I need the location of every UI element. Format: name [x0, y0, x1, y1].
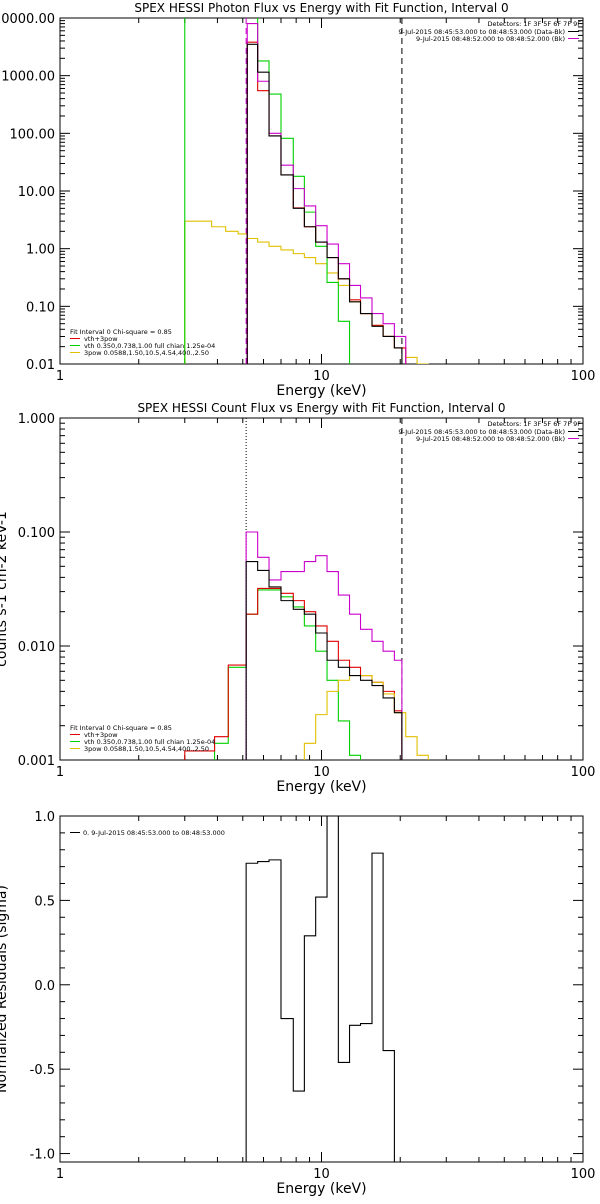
- x-tick-label: 1: [56, 1167, 64, 1182]
- plot-3: 1 10 100 Energy (keV) -1.0 -0.5 0.0 0.5 1.0 Norma…: [0, 810, 595, 1197]
- x-axis-label: Energy (keV): [276, 779, 366, 795]
- y-tick-label: -0.5: [30, 1063, 55, 1078]
- series-powerlaw: [184, 220, 429, 364]
- y-tick-label: 0.01: [26, 358, 55, 373]
- series-total: [245, 531, 403, 760]
- y-tick-label: 1.00: [26, 243, 55, 258]
- legend-right-text: 9-Jul-2015 08:45:53.000 to 08:48:53.000 …: [398, 28, 565, 36]
- legend-left-text: vth 0.350,0.738,1.00 full chian 1.25e-04: [84, 342, 215, 350]
- legend-left-text: 3pow 0.0588,1.50,10.5,4.54,400.,2.50: [84, 745, 209, 753]
- series-residuals: [245, 816, 403, 1162]
- legend-left-text: vth 0.350,0.738,1.00 full chian 1.25e-04: [84, 738, 215, 746]
- legend-left-text: vth+3pow: [84, 731, 118, 739]
- legend-left-text: Fit Interval 0 Chi-square = 0.85: [70, 724, 172, 732]
- legend-left-text: vth+3pow: [84, 335, 118, 343]
- y-tick-label: 0.100: [18, 526, 55, 541]
- legend-left-text: Fit Interval 0 Chi-square = 0.85: [70, 328, 172, 336]
- plot-title: SPEX HESSI Photon Flux vs Energy with Fi…: [134, 1, 508, 15]
- series-powerlaw: [303, 675, 429, 760]
- y-axis-label: counts s-1 cm-2 keV-1: [0, 511, 10, 667]
- y-tick-label: 10.00: [18, 185, 55, 200]
- legend-left-text: 0. 9-Jul-2015 08:45:53.000 to 08:48:53.0…: [83, 829, 225, 837]
- plot-2: SPEX HESSI Count Flux vs Energy with Fit…: [0, 401, 595, 795]
- x-axis-label: Energy (keV): [276, 1181, 366, 1197]
- y-tick-label: 0.010: [18, 640, 55, 655]
- y-tick-label: 1.0: [34, 810, 55, 825]
- x-tick-label: 100: [571, 369, 596, 384]
- series-group: [184, 531, 429, 760]
- x-tick-label: 1: [56, 765, 64, 780]
- detectors-label: Detectors: 1F 3F 5F 6F 7F 9F: [487, 420, 581, 428]
- y-tick-label: 0.001: [18, 754, 55, 769]
- x-tick-label: 100: [571, 765, 596, 780]
- axes-frame: [59, 417, 584, 761]
- legend-right-text: 9-Jul-2015 08:45:53.000 to 08:48:53.000 …: [398, 428, 565, 436]
- plot-1: SPEX HESSI Photon Flux vs Energy with Fi…: [0, 1, 595, 399]
- y-tick-label: 100.00: [10, 127, 56, 142]
- x-tick-label: 10: [313, 369, 330, 384]
- x-tick-label: 1: [56, 369, 64, 384]
- series-data: [245, 561, 403, 760]
- x-tick-label: 100: [571, 1167, 596, 1182]
- series-thermal: [184, 18, 351, 364]
- x-tick-label: 10: [313, 1167, 330, 1182]
- series-group: [184, 18, 429, 364]
- series-data: [246, 43, 403, 364]
- plot-title: SPEX HESSI Count Flux vs Energy with Fit…: [137, 401, 505, 415]
- y-tick-label: 0.10: [26, 300, 55, 315]
- y-tick-label: 1000.00: [1, 70, 55, 85]
- series-fit_sum: [184, 587, 403, 760]
- legend-left-text: 3pow 0.0588,1.50,10.5,4.54,400.,2.50: [84, 349, 209, 357]
- legend-right-text: 9-Jul-2015 08:48:52.000 to 08:48:52.000 …: [416, 35, 565, 43]
- series-total: [246, 23, 407, 364]
- y-tick-label: -1.0: [30, 1148, 55, 1163]
- axes-frame: [59, 17, 584, 365]
- axes-frame: [59, 815, 584, 1163]
- legend-right-text: 9-Jul-2015 08:48:52.000 to 08:48:52.000 …: [416, 435, 565, 443]
- x-tick-label: 10: [313, 765, 330, 780]
- series-fit_sum: [246, 41, 407, 364]
- x-axis-label: Energy (keV): [276, 383, 366, 399]
- y-tick-label: 10000.00: [0, 12, 55, 27]
- y-axis-label: Normalized Residuals (sigma): [0, 885, 10, 1093]
- y-tick-label: 0.5: [34, 894, 55, 909]
- y-tick-label: 1.000: [18, 412, 55, 427]
- series-group: [245, 816, 403, 1162]
- y-tick-label: 0.0: [34, 979, 55, 994]
- detectors-label: Detectors: 1F 3F 5F 6F 7F 9F: [487, 20, 581, 28]
